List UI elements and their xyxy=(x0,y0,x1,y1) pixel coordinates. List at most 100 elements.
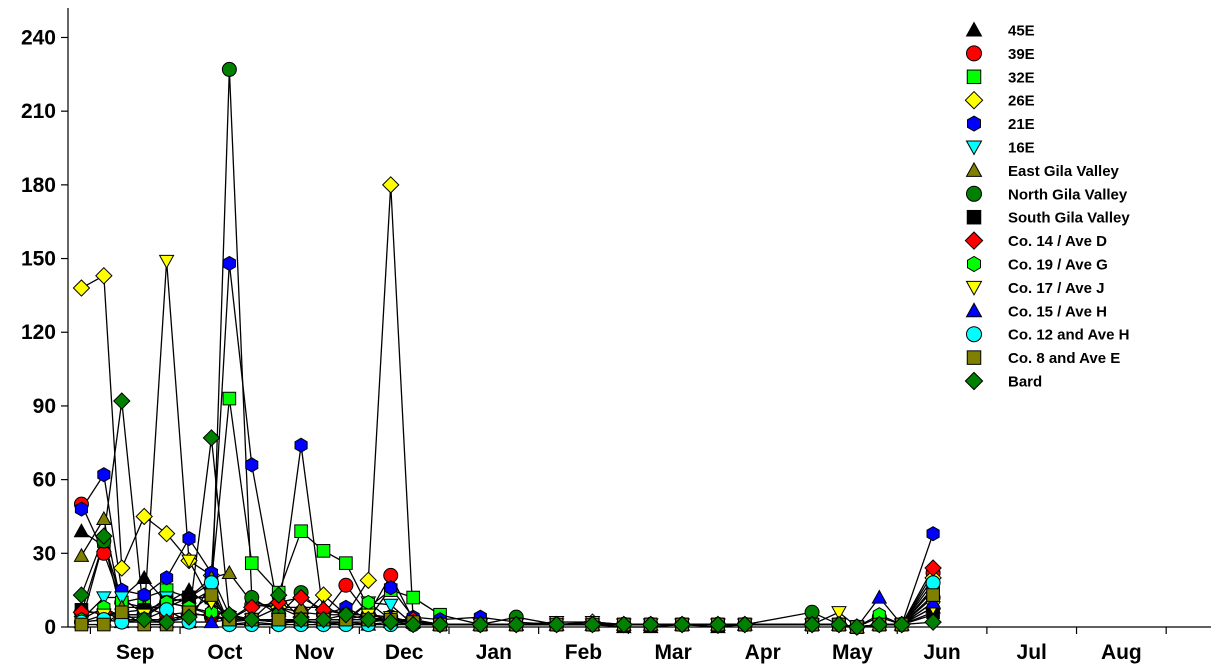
data-point xyxy=(359,610,378,629)
series-markers-15 xyxy=(72,392,942,636)
x-tick-label: Feb xyxy=(565,641,602,664)
data-point xyxy=(220,605,239,624)
data-point xyxy=(96,510,112,526)
data-point xyxy=(339,556,353,570)
data-point xyxy=(136,569,153,584)
legend-marker xyxy=(964,371,984,391)
data-point xyxy=(615,615,633,634)
data-point xyxy=(871,589,888,604)
data-point xyxy=(181,554,197,569)
legend-item: Bard xyxy=(964,371,1042,391)
data-point xyxy=(338,577,354,593)
legend-item: East Gila Valley xyxy=(965,161,1120,180)
data-point xyxy=(72,586,91,604)
legend-marker xyxy=(965,140,983,156)
data-point xyxy=(926,588,940,602)
x-tick-label: Mar xyxy=(654,641,691,664)
data-point xyxy=(404,615,422,634)
data-point xyxy=(359,571,378,590)
legend-item: 16E xyxy=(965,140,1035,157)
data-point xyxy=(202,429,221,447)
data-point xyxy=(294,524,308,539)
data-point xyxy=(507,615,525,634)
data-point xyxy=(135,610,153,629)
data-point xyxy=(221,61,237,77)
legend-item: South Gila Valley xyxy=(966,209,1130,227)
legend-item: Co. 14 / Ave D xyxy=(964,231,1107,250)
data-point xyxy=(292,588,310,607)
data-point xyxy=(96,591,112,606)
legend-label: Co. 17 / Ave J xyxy=(1008,280,1104,297)
y-tick-label: 60 xyxy=(33,469,56,492)
legend-marker xyxy=(966,326,982,343)
data-point xyxy=(95,527,113,545)
legend-item: Co. 8 and Ave E xyxy=(966,350,1120,367)
legend-item: North Gila Valley xyxy=(966,185,1128,203)
legend-item: Co. 17 / Ave J xyxy=(965,280,1104,297)
legend-label: South Gila Valley xyxy=(1008,210,1130,227)
data-point xyxy=(384,580,398,596)
legend-marker xyxy=(966,45,982,62)
data-point xyxy=(870,615,889,634)
chart-axes: 0 30 60 90 120 150 180 210 240 Sep Oct Nov Dec Jan Feb… xyxy=(21,8,1211,664)
legend-item: 39E xyxy=(966,45,1035,63)
data-point xyxy=(641,615,660,634)
legend-label: Bard xyxy=(1008,374,1042,391)
legend-label: 16E xyxy=(1008,140,1035,157)
legend-marker xyxy=(964,231,984,250)
legend-marker xyxy=(966,350,982,365)
y-tick-label: 210 xyxy=(21,100,56,123)
legend-marker xyxy=(964,90,984,110)
x-tick-label: Sep xyxy=(116,641,155,664)
x-tick-label: Jun xyxy=(923,641,960,664)
y-tick-label: 90 xyxy=(33,395,56,418)
y-tick-label: 120 xyxy=(21,321,56,344)
data-point xyxy=(245,457,259,473)
legend-label: East Gila Valley xyxy=(1008,163,1120,180)
data-point xyxy=(221,564,238,580)
data-point xyxy=(382,598,399,613)
data-point xyxy=(73,523,90,538)
data-point xyxy=(673,615,691,634)
legend-label: North Gila Valley xyxy=(1008,186,1128,203)
legend-marker xyxy=(966,209,982,225)
data-point xyxy=(830,615,848,634)
data-point xyxy=(157,613,176,631)
legend: 45E 39E 32E 26E 21E 16E East Gila Valley North … xyxy=(964,21,1130,391)
legend-label: 21E xyxy=(1008,116,1035,133)
data-point xyxy=(471,615,490,634)
data-point xyxy=(831,606,847,621)
data-point xyxy=(72,279,91,297)
data-point xyxy=(74,501,89,517)
legend-item: 45E xyxy=(965,21,1035,40)
data-point xyxy=(157,524,176,543)
data-point xyxy=(113,559,131,577)
data-point xyxy=(97,617,111,632)
data-point xyxy=(113,392,131,410)
x-tick-label: Aug xyxy=(1101,641,1142,664)
data-point xyxy=(381,176,400,194)
legend-label: Co. 8 and Ave E xyxy=(1008,350,1120,367)
data-point xyxy=(244,556,259,570)
data-point xyxy=(113,591,130,606)
data-point xyxy=(337,605,355,624)
legend-marker xyxy=(967,255,981,273)
series-markers-7 xyxy=(73,61,941,635)
legend-label: 39E xyxy=(1008,46,1035,63)
legend-item: Co. 12 and Ave H xyxy=(966,326,1129,344)
data-point xyxy=(926,526,940,542)
data-point xyxy=(803,615,821,634)
data-point xyxy=(924,613,942,631)
data-point xyxy=(547,615,566,634)
data-point xyxy=(114,605,129,620)
x-tick-label: Oct xyxy=(207,641,242,664)
legend-item: Co. 19 / Ave G xyxy=(967,255,1108,274)
series-line-7 xyxy=(80,69,934,628)
data-point xyxy=(135,507,153,526)
legend-label: 26E xyxy=(1008,93,1035,110)
data-point xyxy=(361,594,375,611)
data-point xyxy=(381,613,400,631)
legend-marker xyxy=(965,280,983,296)
x-tick-label: Dec xyxy=(385,641,424,664)
legend-label: 32E xyxy=(1008,69,1035,86)
